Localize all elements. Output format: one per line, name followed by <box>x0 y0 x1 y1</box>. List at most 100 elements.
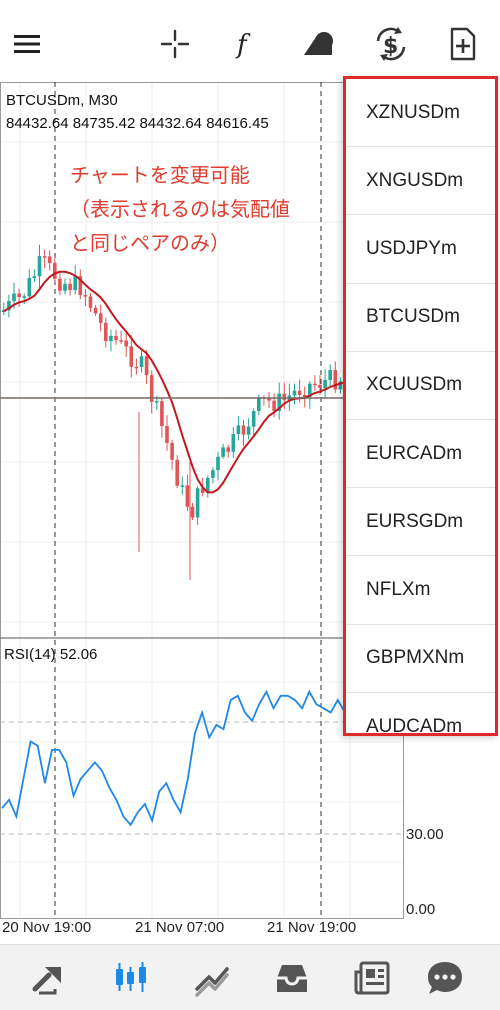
candle-body <box>170 442 174 460</box>
candle-body <box>47 256 52 264</box>
candle-body <box>328 370 332 380</box>
symbol-menu-item[interactable]: XZNUSDm <box>346 79 495 148</box>
annotation-text: チャートを変更可能 （表示されるのは気配値 と同じペアのみ） <box>70 158 290 260</box>
symbol-menu-item[interactable]: EURSGDm <box>346 488 495 557</box>
candle-body <box>53 263 57 279</box>
candle-body <box>129 346 134 367</box>
candle-body <box>17 293 21 298</box>
candle-body <box>144 356 149 376</box>
candle-body <box>323 379 327 388</box>
candle-body <box>149 375 154 402</box>
symbol-menu-item[interactable]: USDJPYm <box>346 215 495 284</box>
candle-body <box>251 411 256 427</box>
candle-body <box>185 485 190 507</box>
annotation-line: チャートを変更可能 <box>70 163 250 187</box>
trade-icon[interactable] <box>25 955 75 1001</box>
candle-body <box>297 390 302 395</box>
candle-body <box>27 278 32 297</box>
symbol-header: BTCUSDm, M30 <box>6 92 118 109</box>
top-toolbar: f $ <box>0 0 500 82</box>
candle-body <box>211 470 215 478</box>
candle-body <box>180 485 185 487</box>
chart-area[interactable]: BTCUSDm, M30 84432.64 84735.42 84432.64 … <box>0 82 500 940</box>
candle-body <box>221 447 225 457</box>
menu-icon[interactable] <box>6 22 50 66</box>
candle-body <box>114 336 118 341</box>
candle-body <box>282 393 287 401</box>
inbox-icon[interactable] <box>267 955 317 1001</box>
candle-body <box>58 278 62 291</box>
candle-body <box>277 393 281 411</box>
candle-body <box>257 397 261 412</box>
candle-body <box>200 488 205 493</box>
candle-body <box>109 336 113 342</box>
candle-body <box>236 425 241 435</box>
currency-exchange-icon[interactable]: $ <box>369 22 413 66</box>
rsi-level-label: 0.00 <box>406 901 436 918</box>
candle-body <box>318 384 322 388</box>
x-axis-label: 21 Nov 19:00 <box>267 919 357 936</box>
candle-body <box>78 276 83 296</box>
svg-text:$: $ <box>383 34 398 59</box>
chat-icon[interactable] <box>420 955 470 1001</box>
ohlc-values: 84432.64 84735.42 84432.64 84616.45 <box>6 115 269 132</box>
candle-body <box>98 313 103 323</box>
chart-icon[interactable] <box>106 955 156 1001</box>
symbol-menu-item[interactable]: BTCUSDm <box>346 284 495 352</box>
candle-body <box>134 366 139 369</box>
candle-body <box>42 256 47 258</box>
candle-body <box>37 256 42 277</box>
moving-average-line <box>3 270 346 494</box>
function-icon[interactable]: f <box>225 22 269 66</box>
candle-body <box>338 381 343 390</box>
candle-body <box>272 400 276 411</box>
candle-body <box>231 434 236 452</box>
candle-body <box>241 425 246 435</box>
news-icon[interactable] <box>347 955 397 1001</box>
candle-body <box>63 283 67 291</box>
objects-icon[interactable] <box>297 22 341 66</box>
candle-body <box>302 394 307 398</box>
candle-body <box>308 383 312 398</box>
candle-body <box>88 296 93 308</box>
bottom-navigation <box>0 944 500 1010</box>
candle-body <box>124 340 128 347</box>
candle-body <box>12 293 16 302</box>
candle-body <box>333 370 338 390</box>
symbol-menu-item[interactable]: XCUUSDm <box>346 352 495 420</box>
candle-body <box>119 340 123 342</box>
symbol-menu-item[interactable]: NFLXm <box>346 556 495 625</box>
symbol-menu-item[interactable]: GBPMXNm <box>346 625 495 693</box>
candle-body <box>206 477 210 493</box>
candle-body <box>93 307 98 314</box>
candle-body <box>246 426 251 435</box>
history-icon[interactable] <box>187 955 237 1001</box>
symbol-menu-item[interactable]: EURCADm <box>346 420 495 489</box>
rsi-line <box>1 689 396 827</box>
candle-body <box>7 301 11 311</box>
candle-body <box>165 426 169 443</box>
candle-body <box>139 356 144 368</box>
candle-body <box>73 276 77 291</box>
candle-body <box>226 447 230 452</box>
svg-text:f: f <box>235 30 251 59</box>
candle-body <box>216 456 220 471</box>
candle-body <box>292 390 297 396</box>
symbol-menu-item[interactable]: AUDCADm <box>366 715 463 737</box>
candle-body <box>267 397 271 401</box>
symbol-menu: XZNUSDm XNGUSDm USDJPYm BTCUSDm XCUUSDm … <box>343 76 498 737</box>
symbol-menu-item[interactable]: XNGUSDm <box>346 147 495 216</box>
rsi-label: RSI(14) 52.06 <box>4 646 98 663</box>
candle-body <box>68 283 72 291</box>
candle-body <box>32 276 37 279</box>
new-document-icon[interactable] <box>441 22 485 66</box>
annotation-line: と同じペアのみ） <box>70 231 230 255</box>
candle-body <box>175 459 179 486</box>
candle-body <box>83 295 88 297</box>
candle-body <box>190 506 195 518</box>
candle-body <box>104 322 108 342</box>
candle-body <box>195 488 200 518</box>
x-axis-label: 21 Nov 07:00 <box>135 919 225 936</box>
candle-body <box>22 296 26 298</box>
crosshair-icon[interactable] <box>153 22 197 66</box>
